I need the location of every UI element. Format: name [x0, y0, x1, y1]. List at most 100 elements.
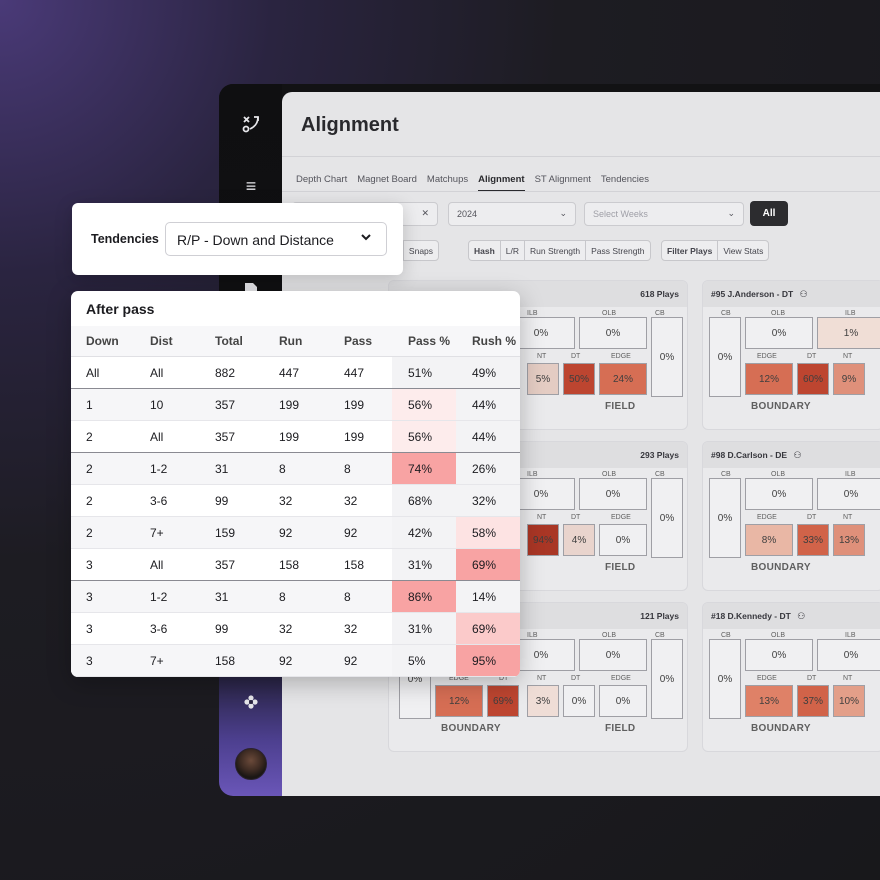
- divider: [282, 191, 880, 192]
- table-row[interactable]: All All 882 447 447 51% 49%: [71, 357, 520, 389]
- alignment-cell: 69%: [487, 685, 519, 717]
- position-label: CB: [655, 471, 665, 478]
- table-row[interactable]: 3 3-6 99 32 32 31% 69%: [71, 613, 520, 645]
- position-label: ILB: [527, 632, 538, 639]
- alignment-cell: 50%: [563, 363, 595, 395]
- close-icon[interactable]: ✕: [421, 208, 429, 218]
- tab-depth-chart[interactable]: Depth Chart: [296, 174, 348, 185]
- settings-flower-icon[interactable]: [239, 692, 263, 716]
- alignment-cell: 0%: [579, 639, 647, 671]
- player-alignment-card[interactable]: #98 D.Carlson - DE ⚇ CB OLB ILB 0% 0% 0%…: [702, 441, 880, 591]
- position-label: OLB: [771, 471, 786, 478]
- table-row[interactable]: 3 7+ 158 92 92 5% 95%: [71, 645, 520, 677]
- table-cell-run: 447: [279, 366, 300, 380]
- alignment-cell: 10%: [833, 685, 865, 717]
- tab-alignment[interactable]: Alignment: [478, 174, 525, 192]
- table-cell-run: 199: [279, 430, 300, 444]
- alignment-cell: 0%: [651, 478, 683, 558]
- side-label: FIELD: [605, 562, 636, 573]
- hash-toggle[interactable]: Hash: [469, 241, 501, 260]
- alignment-card[interactable]: 121 Plays ILB OLB 0% 0% 0% EDGE DT NT DT…: [388, 602, 688, 752]
- alignment-cell: 0%: [651, 639, 683, 719]
- position-label: CB: [655, 632, 665, 639]
- tab-matchups[interactable]: Matchups: [426, 174, 469, 185]
- table-row[interactable]: 2 All 357 199 199 56% 44%: [71, 421, 520, 453]
- column-header: Pass %: [408, 334, 451, 348]
- weeks-select[interactable]: Select Weeks ⌄: [584, 202, 744, 226]
- menu-icon[interactable]: ≡: [245, 176, 257, 196]
- table-row[interactable]: 2 7+ 159 92 92 42% 58%: [71, 517, 520, 549]
- table-cell-down: 3: [86, 558, 93, 572]
- tab-st-alignment[interactable]: ST Alignment: [534, 174, 591, 185]
- table-cell-total: 99: [215, 622, 229, 636]
- position-label: DT: [807, 514, 817, 521]
- side-label: FIELD: [605, 723, 636, 734]
- alignment-cell: 37%: [797, 685, 829, 717]
- position-label: NT: [843, 675, 853, 682]
- table-cell-run: 92: [279, 654, 293, 668]
- alignment-cell: 0%: [745, 639, 813, 671]
- position-label: NT: [843, 514, 853, 521]
- pass-strength-toggle[interactable]: Pass Strength: [591, 246, 645, 256]
- table-header-row: Down Dist Total Run Pass Pass % Rush %: [71, 326, 520, 357]
- table-cell-pass: 92: [344, 654, 358, 668]
- alignment-cell: 0%: [745, 478, 813, 510]
- play-count: 293 Plays: [640, 450, 679, 460]
- alignment-cell: 0%: [817, 639, 880, 671]
- table-row[interactable]: 1 10 357 199 199 56% 44%: [71, 389, 520, 421]
- tab-magnet-board[interactable]: Magnet Board: [357, 174, 417, 185]
- all-weeks-button[interactable]: All: [750, 201, 788, 226]
- playbook-icon[interactable]: [239, 114, 263, 138]
- position-label: ILB: [845, 310, 856, 317]
- table-cell-rush-pct: 44%: [456, 389, 520, 420]
- table-cell-pass-pct: 42%: [392, 517, 456, 548]
- run-strength-toggle[interactable]: Run Strength: [525, 241, 587, 260]
- alignment-cell: 33%: [797, 524, 829, 556]
- lr-toggle[interactable]: L/R: [501, 241, 526, 260]
- table-cell-run: 92: [279, 526, 293, 540]
- side-label: FIELD: [605, 401, 636, 412]
- table-cell-pass: 8: [344, 590, 351, 604]
- snaps-toggle[interactable]: Snaps: [408, 246, 434, 256]
- player-name: #18 D.Kennedy - DT: [711, 611, 791, 621]
- tab-tendencies[interactable]: Tendencies: [600, 174, 649, 185]
- player-name: #98 D.Carlson - DE: [711, 450, 788, 460]
- player-alignment-card[interactable]: #18 D.Kennedy - DT ⚇ CB OLB ILB 0% 0% 0%…: [702, 602, 880, 752]
- table-cell-run: 32: [279, 494, 293, 508]
- side-label: BOUNDARY: [751, 562, 811, 573]
- column-header: Run: [279, 334, 303, 348]
- table-row[interactable]: 3 1-2 31 8 8 86% 14%: [71, 581, 520, 613]
- alignment-cell: 0%: [745, 317, 813, 349]
- table-cell-total: 882: [215, 366, 236, 380]
- tendencies-selector-card: Tendencies R/P - Down and Distance: [72, 203, 403, 275]
- filter-plays-button[interactable]: Filter Plays: [662, 241, 719, 260]
- table-cell-run: 8: [279, 462, 286, 476]
- view-stats-button[interactable]: View Stats: [723, 246, 764, 256]
- position-label: EDGE: [611, 514, 631, 521]
- chevron-down-icon: ⌄: [727, 208, 735, 218]
- table-cell-total: 357: [215, 558, 236, 572]
- column-header: Dist: [150, 334, 173, 348]
- table-cell-dist: 10: [150, 398, 164, 412]
- tendencies-select[interactable]: R/P - Down and Distance: [165, 222, 387, 256]
- split-toggle-group: Hash L/R Run Strength Pass Strength: [468, 240, 651, 261]
- table-cell-pass-pct: 56%: [392, 421, 456, 452]
- season-select[interactable]: 2024 ⌄: [448, 202, 576, 226]
- table-row[interactable]: 2 3-6 99 32 32 68% 32%: [71, 485, 520, 517]
- position-label: ILB: [845, 632, 856, 639]
- weeks-placeholder: Select Weeks: [593, 209, 648, 219]
- table-cell-rush-pct: 95%: [456, 645, 520, 676]
- table-cell-rush-pct: 49%: [456, 357, 520, 388]
- tendencies-label: Tendencies: [91, 232, 159, 246]
- action-group: Filter Plays View Stats: [661, 240, 770, 261]
- player-alignment-card[interactable]: #95 J.Anderson - DT ⚇ CB OLB ILB 0% 0% 1…: [702, 280, 880, 430]
- avatar[interactable]: [235, 748, 267, 780]
- table-cell-dist: All: [150, 558, 164, 572]
- table-cell-pass-pct: 68%: [392, 485, 456, 516]
- alignment-cell: 24%: [599, 363, 647, 395]
- season-value: 2024: [457, 209, 478, 219]
- table-row[interactable]: 3 All 357 158 158 31% 69%: [71, 549, 520, 581]
- play-count: 618 Plays: [640, 289, 679, 299]
- table-row[interactable]: 2 1-2 31 8 8 74% 26%: [71, 453, 520, 485]
- table-cell-pass-pct: 74%: [392, 453, 456, 484]
